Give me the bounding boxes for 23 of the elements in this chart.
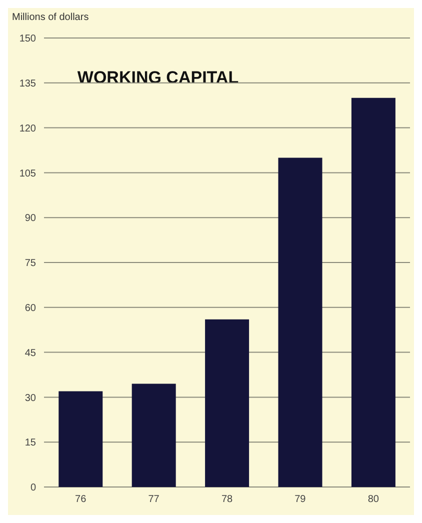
bar: [278, 158, 322, 487]
x-tick-label: 77: [148, 494, 160, 506]
bar: [58, 391, 103, 487]
bar: [351, 98, 396, 487]
x-tick-label: 80: [368, 494, 380, 506]
y-tick-label: 15: [24, 438, 36, 449]
x-tick-label: 76: [75, 494, 87, 506]
y-tick-label: 90: [24, 213, 36, 224]
y-tick-label: 60: [24, 302, 36, 314]
y-tick-label: 45: [24, 348, 36, 359]
x-tick-label: 78: [221, 494, 233, 506]
text: WORKING CAPITAL: [77, 68, 239, 87]
y-tick-label: 30: [24, 392, 36, 404]
y-tick-label: 0: [30, 482, 36, 494]
y-tick-label: 105: [19, 168, 36, 180]
bar: [205, 319, 250, 487]
y-tick-label: 135: [19, 78, 36, 90]
y-tick-label: 150: [19, 34, 36, 45]
bar: [132, 384, 176, 487]
y-axis-title: Millions of dollars: [12, 12, 89, 23]
y-tick-label: 75: [24, 258, 36, 270]
y-tick-label: 120: [19, 123, 36, 134]
x-tick-label: 79: [294, 494, 306, 506]
